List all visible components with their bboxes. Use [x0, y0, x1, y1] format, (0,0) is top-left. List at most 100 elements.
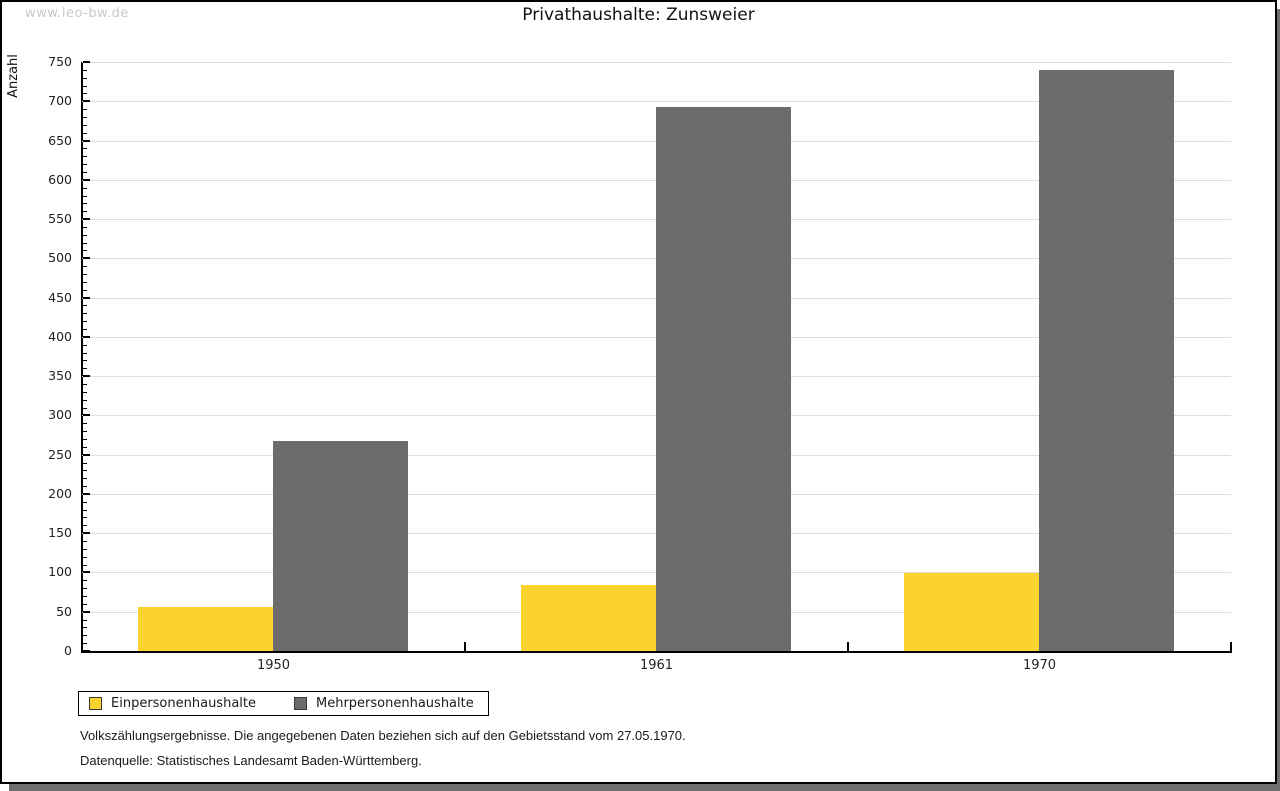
- y-tick-minor-330: [83, 392, 87, 393]
- bar-einpersonenhaushalte-1961: [521, 585, 656, 651]
- bar-mehrpersonenhaushalte-1970: [1039, 70, 1174, 651]
- y-tick-label-200: 200: [48, 486, 72, 501]
- y-tick-minor-510: [83, 250, 87, 251]
- y-tick-minor-590: [83, 188, 87, 189]
- y-tick-minor-660: [83, 133, 87, 134]
- y-tick-label-750: 750: [48, 54, 72, 69]
- x-boundary-tick-2: [847, 642, 849, 651]
- y-tick-minor-480: [83, 274, 87, 275]
- y-tick-label-450: 450: [48, 290, 72, 305]
- y-tick-major-450: [83, 297, 90, 299]
- y-tick-minor-60: [83, 604, 87, 605]
- footer-source: Datenquelle: Statistisches Landesamt Bad…: [80, 753, 422, 768]
- y-tick-minor-740: [83, 70, 87, 71]
- y-tick-major-0: [83, 650, 90, 652]
- y-tick-minor-390: [83, 345, 87, 346]
- y-tick-minor-130: [83, 549, 87, 550]
- y-tick-label-150: 150: [48, 525, 72, 540]
- y-tick-minor-580: [83, 196, 87, 197]
- y-tick-minor-320: [83, 400, 87, 401]
- y-tick-major-500: [83, 257, 90, 259]
- y-tick-minor-340: [83, 384, 87, 385]
- x-boundary-tick-3: [1230, 642, 1232, 651]
- y-tick-minor-110: [83, 565, 87, 566]
- y-tick-minor-40: [83, 620, 87, 621]
- legend-swatch-mehrpersonenhaushalte: [294, 697, 307, 710]
- y-tick-minor-230: [83, 470, 87, 471]
- y-tick-minor-240: [83, 463, 87, 464]
- legend-swatch-einpersonenhaushalte: [89, 697, 102, 710]
- x-axis-line: [81, 651, 1232, 653]
- y-tick-minor-220: [83, 478, 87, 479]
- footer-note: Volkszählungsergebnisse. Die angegebenen…: [80, 728, 686, 743]
- y-tick-major-200: [83, 493, 90, 495]
- watermark-text: www.leo-bw.de: [25, 6, 129, 21]
- bar-mehrpersonenhaushalte-1961: [656, 107, 791, 651]
- x-category-label-1970: 1970: [1022, 658, 1057, 673]
- y-tick-minor-290: [83, 423, 87, 424]
- y-tick-major-750: [83, 61, 90, 63]
- y-tick-minor-490: [83, 266, 87, 267]
- y-tick-major-600: [83, 179, 90, 181]
- y-tick-minor-270: [83, 439, 87, 440]
- bar-einpersonenhaushalte-1970: [904, 573, 1039, 651]
- y-tick-minor-610: [83, 172, 87, 173]
- legend: Einpersonenhaushalte Mehrpersonenhaushalt…: [78, 691, 489, 716]
- y-tick-major-150: [83, 532, 90, 534]
- y-tick-major-250: [83, 454, 90, 456]
- x-boundary-tick-1: [464, 642, 466, 651]
- y-tick-minor-30: [83, 627, 87, 628]
- y-tick-minor-530: [83, 235, 87, 236]
- y-axis-line: [81, 62, 83, 652]
- y-tick-minor-260: [83, 447, 87, 448]
- y-tick-minor-630: [83, 156, 87, 157]
- y-tick-label-500: 500: [48, 250, 72, 265]
- y-tick-minor-520: [83, 243, 87, 244]
- y-tick-minor-20: [83, 635, 87, 636]
- y-tick-minor-460: [83, 290, 87, 291]
- y-tick-minor-540: [83, 227, 87, 228]
- y-tick-minor-360: [83, 368, 87, 369]
- y-tick-major-50: [83, 611, 90, 613]
- y-tick-minor-440: [83, 305, 87, 306]
- y-tick-minor-70: [83, 596, 87, 597]
- y-tick-major-700: [83, 100, 90, 102]
- y-tick-minor-160: [83, 525, 87, 526]
- y-tick-minor-190: [83, 502, 87, 503]
- y-tick-major-400: [83, 336, 90, 338]
- y-tick-label-550: 550: [48, 211, 72, 226]
- legend-label-mehrpersonenhaushalte: Mehrpersonenhaushalte: [316, 696, 474, 711]
- y-tick-minor-380: [83, 353, 87, 354]
- y-tick-minor-90: [83, 580, 87, 581]
- y-tick-label-350: 350: [48, 368, 72, 383]
- y-tick-label-400: 400: [48, 329, 72, 344]
- y-tick-minor-680: [83, 117, 87, 118]
- y-tick-minor-730: [83, 78, 87, 79]
- y-tick-minor-570: [83, 203, 87, 204]
- y-tick-minor-80: [83, 588, 87, 589]
- y-tick-minor-720: [83, 86, 87, 87]
- x-category-label-1961: 1961: [639, 658, 674, 673]
- x-category-label-1950: 1950: [256, 658, 291, 673]
- gridline-y-750: [82, 62, 1231, 63]
- y-tick-minor-620: [83, 164, 87, 165]
- y-tick-minor-370: [83, 360, 87, 361]
- y-tick-minor-180: [83, 510, 87, 511]
- y-tick-minor-670: [83, 125, 87, 126]
- bar-mehrpersonenhaushalte-1950: [273, 441, 408, 651]
- y-tick-minor-430: [83, 313, 87, 314]
- y-tick-minor-10: [83, 643, 87, 644]
- y-tick-minor-640: [83, 148, 87, 149]
- y-tick-minor-140: [83, 541, 87, 542]
- y-tick-minor-560: [83, 211, 87, 212]
- y-tick-minor-410: [83, 329, 87, 330]
- y-tick-minor-310: [83, 408, 87, 409]
- y-tick-major-300: [83, 414, 90, 416]
- y-tick-major-650: [83, 140, 90, 142]
- plot-area: 0 50 100 150 200 250 300 350 400 450 500 550 600 650 7…: [48, 54, 1232, 673]
- y-tick-label-650: 650: [48, 133, 72, 148]
- y-tick-minor-420: [83, 321, 87, 322]
- bar-einpersonenhaushalte-1950: [138, 607, 273, 651]
- y-tick-label-600: 600: [48, 172, 72, 187]
